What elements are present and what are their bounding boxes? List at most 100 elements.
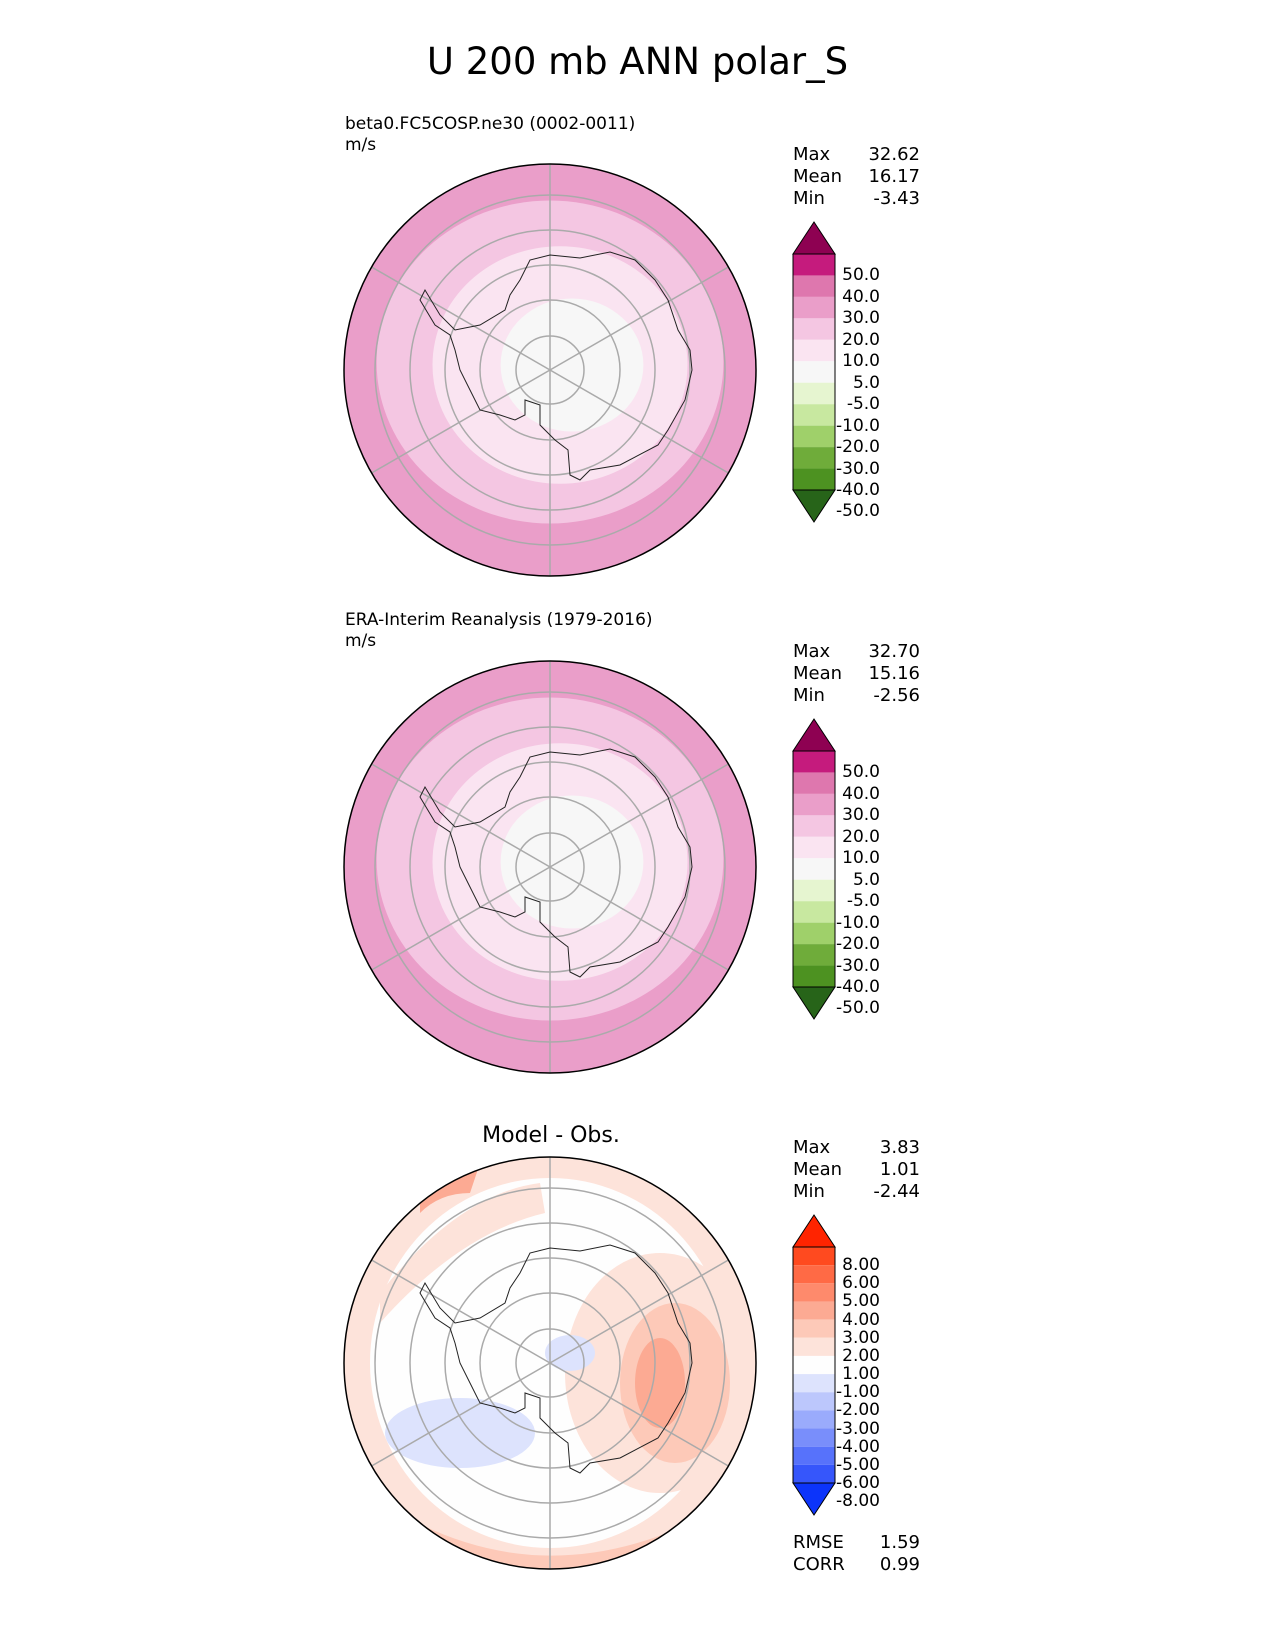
panel-ref-colorbar [792, 718, 836, 1020]
corr-value: 0.99 [879, 1554, 920, 1575]
colorbar-tick-label: 50.0 [842, 265, 880, 286]
colorbar-tick-label: -10.0 [836, 415, 880, 436]
colorbar-frame [792, 253, 836, 491]
colorbar-tick-label: 20.0 [842, 826, 880, 847]
colorbar-segment [793, 1410, 835, 1429]
contour-band [545, 1335, 595, 1371]
colorbar-tick-label: -10.0 [836, 912, 880, 933]
colorbar-segment [793, 1374, 835, 1393]
colorbar-segment [793, 318, 835, 340]
colorbar-segment [793, 425, 835, 448]
stat-min-label: Min [793, 685, 825, 706]
stat-max-value: 32.62 [868, 144, 920, 165]
colorbar-tick-label: -5.00 [836, 1454, 880, 1475]
colorbar-tick-label: 1.00 [842, 1364, 880, 1385]
colorbar-tick-label: -40.0 [836, 480, 880, 500]
map-fill [344, 164, 756, 576]
colorbar-tick-label: -20.0 [836, 934, 880, 955]
gridline-longitude [371, 369, 551, 474]
colorbar-segment [793, 254, 835, 276]
colorbar-tick-label: 20.0 [842, 329, 880, 350]
panel-diff-colorbar [792, 1214, 836, 1516]
panel-diff-title: Model - Obs. [482, 1123, 620, 1148]
gridline-longitude [549, 266, 729, 371]
gridline-longitude [549, 1362, 729, 1467]
stat-min-value: -3.43 [873, 188, 920, 209]
colorbar-segment [793, 1283, 835, 1302]
stat-max-label: Max [793, 1137, 831, 1158]
colorbar-segment [793, 1428, 835, 1447]
colorbar-tick-label: 10.0 [842, 351, 880, 372]
colorbar-tick-label: -5.0 [846, 891, 880, 912]
antarctica-coastline [419, 1244, 693, 1474]
colorbar-tick-label: -40.0 [836, 977, 880, 997]
colorbar-segment [793, 361, 835, 383]
stat-mean-value: 16.17 [868, 166, 920, 187]
gridline-longitude [549, 1259, 729, 1364]
colorbar-segment [793, 793, 835, 816]
gridline-longitude [549, 369, 729, 474]
colorbar-tick-label: 30.0 [842, 805, 880, 826]
colorbar-segment [793, 772, 835, 794]
corr-label: CORR [793, 1554, 845, 1575]
colorbar-extend-top [792, 221, 836, 255]
colorbar-tick-label: -20.0 [836, 437, 880, 458]
colorbar-segment [793, 1355, 835, 1375]
colorbar-tick-label: 10.0 [842, 848, 880, 869]
colorbar-tick-label: 50.0 [842, 762, 880, 783]
gridline-longitude [371, 1259, 551, 1364]
colorbar-tick-label: -8.00 [836, 1491, 880, 1512]
colorbar-tick-label: -3.00 [836, 1418, 880, 1439]
colorbar-segment [793, 382, 835, 405]
contour-band [380, 1183, 545, 1323]
stat-max-label: Max [793, 144, 831, 165]
gridline-longitude [371, 266, 551, 371]
map-boundary [343, 1156, 757, 1570]
colorbar-tick-label: 40.0 [842, 783, 880, 804]
colorbar-frame [792, 1246, 836, 1484]
colorbar-tick-label: -6.00 [836, 1473, 880, 1493]
contour-band [500, 298, 644, 432]
figure-title: U 200 mb ANN polar_S [426, 40, 849, 83]
gridline-longitude [549, 763, 729, 868]
colorbar-tick-label: 3.00 [842, 1327, 880, 1348]
panel-ref-map [343, 660, 757, 1074]
colorbar-segment [793, 901, 835, 923]
colorbar-tick-label: -30.0 [836, 955, 880, 976]
stat-max-label: Max [793, 641, 831, 662]
colorbar-segment [793, 1319, 835, 1338]
colorbar-segment [793, 922, 835, 945]
colorbar-tick-label: -50.0 [836, 501, 880, 522]
colorbar-tick-label: -1.00 [836, 1382, 880, 1403]
colorbar-segment [793, 836, 835, 859]
colorbar-tick-label: 30.0 [842, 308, 880, 329]
colorbar-segment [793, 1464, 835, 1483]
panel-test-units: m/s [345, 135, 377, 155]
colorbar-segment [793, 1301, 835, 1320]
panel-test-colorbar [792, 221, 836, 523]
colorbar-segment [793, 944, 835, 966]
panel-diff-map [343, 1156, 757, 1570]
colorbar-segment [793, 1337, 835, 1356]
colorbar-tick-label: 5.0 [852, 372, 880, 393]
rmse-value: 1.59 [879, 1532, 920, 1553]
colorbar-tick-label: -4.00 [836, 1436, 880, 1457]
stat-mean-value: 1.01 [879, 1159, 920, 1180]
stat-mean-label: Mean [793, 1159, 843, 1180]
colorbar-tick-label: 5.00 [842, 1291, 880, 1312]
colorbar-segment [793, 815, 835, 837]
colorbar-tick-label: -50.0 [836, 998, 880, 1019]
colorbar-tick-label: -30.0 [836, 458, 880, 479]
panel-test-map [343, 163, 757, 577]
stat-min-value: -2.56 [873, 685, 920, 706]
stat-mean-value: 15.16 [868, 663, 920, 684]
panel-ref-units: m/s [345, 631, 377, 651]
stat-max-value: 32.70 [868, 641, 920, 662]
stat-min-label: Min [793, 1181, 825, 1202]
stat-mean-label: Mean [793, 663, 843, 684]
colorbar-segment [793, 1392, 835, 1411]
colorbar-tick-label: 40.0 [842, 286, 880, 307]
colorbar-segment [793, 751, 835, 773]
colorbar-extend-top [792, 1214, 836, 1248]
colorbar-segment [793, 879, 835, 902]
